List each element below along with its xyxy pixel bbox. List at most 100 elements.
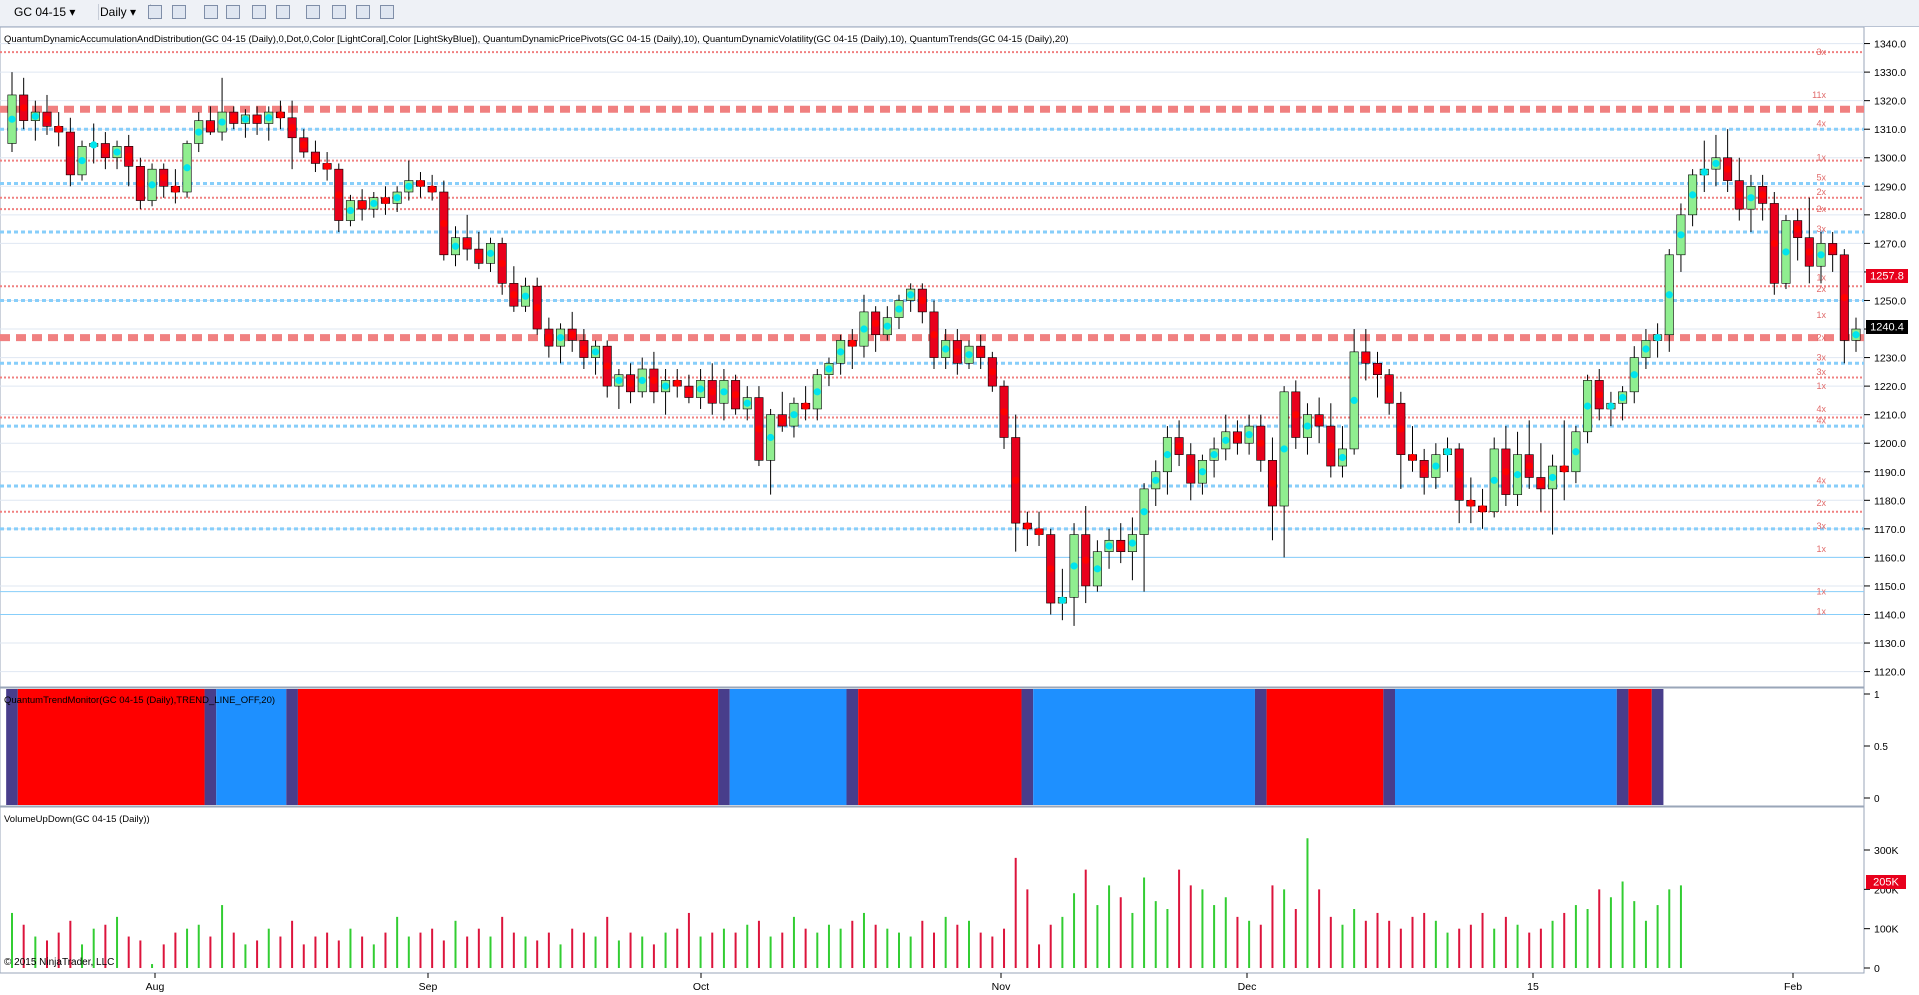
time-axis: Aug Sep Oct Nov Dec 15 Feb — [146, 973, 1802, 993]
trend-dot — [323, 162, 331, 170]
strategy-icon[interactable] — [356, 5, 370, 19]
chart-background — [0, 27, 1919, 995]
trend-dot — [1583, 402, 1592, 410]
trend-dot — [860, 325, 868, 333]
trend-dot — [230, 114, 238, 122]
level-strength-label: 2x — [1816, 498, 1826, 508]
trend-dot — [311, 154, 320, 162]
trend-dot — [1105, 542, 1113, 550]
price-axis-label: 1280.0 — [1874, 210, 1906, 222]
trend-dot — [381, 196, 390, 205]
price-axis-label: 1290.0 — [1874, 181, 1906, 193]
trend-dot — [1537, 479, 1545, 487]
crosshair-icon[interactable] — [204, 5, 218, 19]
candles — [7, 72, 1861, 626]
trend-dot — [1327, 442, 1335, 450]
trend-dot — [1035, 528, 1043, 536]
trend-dot — [1502, 468, 1510, 476]
trend-dot — [872, 319, 880, 327]
trend-segment — [718, 689, 730, 805]
trend-segment — [204, 689, 217, 805]
trend-dot — [20, 104, 28, 112]
level-strength-label: 1x — [1816, 607, 1826, 617]
trend-dot — [556, 333, 565, 342]
level-strength-label: 1x — [1816, 153, 1826, 163]
instrument-selector[interactable]: GC 04-15 ▾ — [8, 4, 99, 20]
trend-dot — [1525, 462, 1533, 470]
trend-dot — [661, 382, 670, 390]
trend-segment — [846, 689, 859, 805]
period-selector[interactable]: Daily ▾ — [94, 4, 151, 20]
trend-dot — [428, 185, 436, 193]
trend-dot — [1747, 194, 1755, 202]
trend-segment — [1616, 689, 1629, 805]
trend-dot — [1665, 291, 1673, 299]
price-tag-last-box — [1866, 320, 1908, 334]
trend-dot — [767, 433, 775, 442]
trend-dot — [1303, 422, 1312, 430]
time-axis-label: Sep — [419, 981, 438, 993]
volume-last-tag-value: 205K — [1873, 877, 1899, 889]
trend-dot — [918, 296, 926, 305]
window-icon[interactable] — [380, 5, 394, 19]
trend-segment — [1651, 689, 1664, 805]
time-axis-label: Dec — [1238, 981, 1257, 993]
price-axis-label: 1190.0 — [1874, 467, 1905, 479]
price-axis-label: 1270.0 — [1874, 238, 1906, 250]
chart-toolbar: GC 04-15 ▾ Daily ▾ — [0, 0, 1919, 27]
trend-dot — [1712, 159, 1720, 168]
trend-dot — [1560, 465, 1568, 473]
trend-dot — [568, 331, 576, 339]
chart-area[interactable]: 3x11x4x1x5x2x2x3x1x2x1x2x3x3x1x4x4x4x2x3… — [0, 27, 1919, 995]
trend-dot — [288, 124, 296, 132]
magnify-icon[interactable] — [276, 5, 290, 19]
price-indicator-label: QuantumDynamicAccumulationAndDistributio… — [4, 34, 1069, 45]
trend-dot — [160, 174, 168, 182]
level-strength-label: 2x — [1816, 204, 1826, 214]
trend-segment — [1254, 689, 1267, 805]
trend-dot — [206, 122, 215, 130]
trend-dot — [1338, 453, 1347, 462]
trend-dot — [988, 368, 996, 376]
trend-dot — [942, 345, 950, 353]
level-strength-label: 3x — [1816, 224, 1826, 234]
trend-segment — [1021, 689, 1034, 805]
trend-dot — [66, 149, 74, 158]
trend-dot — [1467, 499, 1475, 507]
trend-dot — [825, 365, 833, 373]
trend-segment — [729, 689, 847, 805]
price-panel-frame — [0, 27, 1865, 688]
volume-last-tag: 205K — [1866, 875, 1906, 889]
trend-dot — [451, 242, 460, 250]
trend-segment — [6, 689, 18, 805]
trend-dot — [1840, 294, 1848, 302]
trend-dot — [498, 259, 506, 267]
trend-dot — [113, 148, 121, 156]
data-box-icon[interactable] — [332, 5, 346, 19]
trend-dot — [1082, 556, 1090, 564]
price-tag-high-value: 1257.8 — [1870, 271, 1904, 283]
trend-dot — [720, 388, 728, 396]
zoom-icon[interactable] — [252, 5, 266, 19]
line-icon[interactable] — [226, 5, 240, 19]
level-strength-label: 1x — [1816, 310, 1826, 320]
trend-axis: 1 0.5 0 — [1864, 690, 1888, 805]
properties-icon[interactable] — [306, 5, 320, 19]
trend-dot — [1210, 451, 1218, 459]
trend-dot — [370, 199, 378, 208]
trend-axis-label: 0 — [1874, 794, 1880, 805]
trend-segment — [1383, 689, 1395, 805]
trend-segment — [216, 689, 287, 805]
level-strength-label: 4x — [1816, 415, 1826, 425]
trend-dot — [533, 304, 541, 312]
bar-chart-icon[interactable] — [148, 5, 162, 19]
trend-dot — [1478, 505, 1487, 513]
time-axis-label: Aug — [146, 981, 165, 993]
pencil-icon[interactable] — [172, 5, 186, 19]
trend-dot — [638, 376, 646, 385]
price-tag-last-value: 1240.4 — [1870, 322, 1904, 334]
trend-dot — [1175, 442, 1183, 450]
time-axis-label: 15 — [1527, 981, 1539, 993]
trend-dot — [1292, 411, 1300, 419]
trend-dot — [1548, 473, 1557, 482]
